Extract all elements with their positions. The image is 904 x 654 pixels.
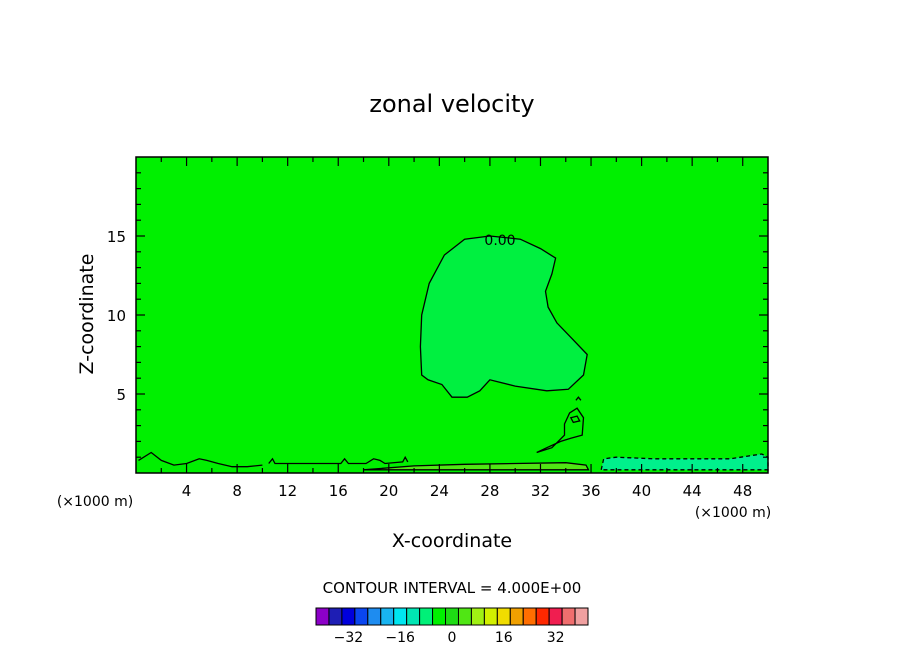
colorbar-swatch bbox=[419, 607, 434, 626]
plot-frame bbox=[135, 156, 769, 474]
colorbar-swatch bbox=[406, 607, 421, 626]
colorbar-swatch bbox=[328, 607, 343, 626]
colorbar-swatch bbox=[470, 607, 485, 626]
colorbar-tick-label: −16 bbox=[385, 630, 415, 646]
colorbar-swatch bbox=[367, 607, 382, 626]
zero-contour-region bbox=[419, 235, 588, 398]
y-ticks: 5 10 15 bbox=[107, 172, 768, 458]
colorbar-swatch bbox=[522, 607, 537, 626]
y-tick-label: 15 bbox=[107, 228, 126, 246]
x-tick-label: 4 bbox=[182, 482, 192, 500]
colorbar-tick-label: 0 bbox=[448, 630, 457, 646]
contour-small-cell bbox=[536, 407, 585, 454]
x-tick-label: 40 bbox=[632, 482, 651, 500]
contour-small-dot-a bbox=[569, 415, 581, 424]
colorbar-swatch bbox=[457, 607, 472, 626]
colorbar-swatch bbox=[341, 607, 356, 626]
x-unit-left: (×1000 m) bbox=[57, 494, 133, 510]
x-unit-right: (×1000 m) bbox=[695, 505, 771, 521]
colorbar-swatch bbox=[548, 607, 563, 626]
x-axis-label: X-coordinate bbox=[392, 530, 512, 552]
x-tick-label: 20 bbox=[379, 482, 398, 500]
colorbar-swatch bbox=[380, 607, 395, 626]
x-tick-label: 8 bbox=[232, 482, 242, 500]
x-tick-label: 28 bbox=[480, 482, 499, 500]
x-tick-label: 44 bbox=[683, 482, 702, 500]
colorbar-swatch bbox=[483, 607, 498, 626]
colorbar-swatch bbox=[535, 607, 550, 626]
x-tick-label: 12 bbox=[278, 482, 297, 500]
y-tick-label: 5 bbox=[116, 386, 126, 404]
colorbar-swatch bbox=[496, 607, 511, 626]
colorbar-swatch bbox=[445, 607, 459, 626]
x-ticks: 4 8 12 16 20 24 28 32 36 40 44 48 bbox=[160, 157, 752, 500]
colorbar: −32 −16 0 16 32 bbox=[315, 607, 589, 646]
contour-interval-text: CONTOUR INTERVAL = 4.000E+00 bbox=[323, 579, 582, 597]
colorbar-swatch bbox=[432, 607, 447, 626]
x-tick-label: 16 bbox=[329, 482, 348, 500]
contour-label: 0.00 bbox=[484, 233, 515, 249]
y-axis-label: Z-coordinate bbox=[76, 254, 98, 375]
colorbar-swatch bbox=[509, 607, 524, 626]
x-tick-label: 32 bbox=[531, 482, 550, 500]
positive-strip-bottom bbox=[363, 462, 590, 471]
chart-title: zonal velocity bbox=[369, 90, 534, 118]
colorbar-swatch bbox=[561, 607, 576, 626]
colorbar-tick-label: 16 bbox=[495, 630, 513, 646]
colorbar-tick-label: 32 bbox=[547, 630, 565, 646]
colorbar-swatch bbox=[574, 607, 589, 626]
colorbar-swatch bbox=[393, 607, 408, 626]
contour-small-dot-b bbox=[575, 396, 582, 401]
y-tick-label: 10 bbox=[107, 307, 126, 325]
x-tick-label: 36 bbox=[581, 482, 600, 500]
filled-regions bbox=[136, 157, 769, 473]
colorbar-tick-label: −32 bbox=[334, 630, 364, 646]
x-tick-label: 48 bbox=[733, 482, 752, 500]
contour-bottom-bumps bbox=[268, 455, 409, 465]
colorbar-swatch bbox=[315, 607, 330, 626]
x-tick-label: 24 bbox=[430, 482, 449, 500]
colorbar-swatch bbox=[354, 607, 369, 626]
